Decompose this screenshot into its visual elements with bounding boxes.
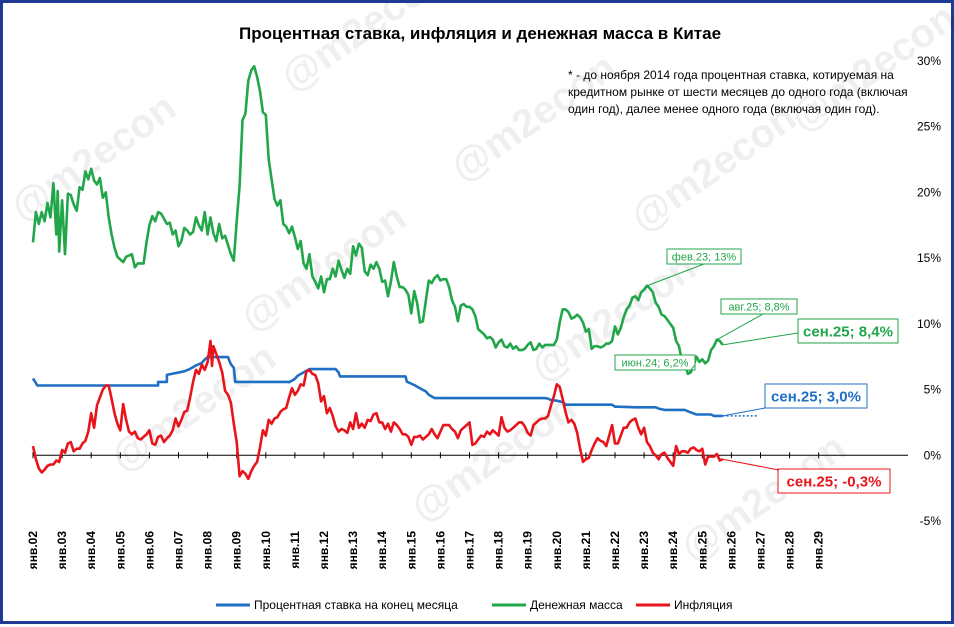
x-tick-label: янв.23 xyxy=(637,531,651,570)
x-tick-label: янв.15 xyxy=(404,531,418,570)
m2-sep25-label: сен.25; 8,4% xyxy=(803,323,893,340)
y-tick-label: 5% xyxy=(924,383,942,397)
x-tick-label: янв.07 xyxy=(172,531,186,570)
x-tick-label: янв.18 xyxy=(492,531,506,570)
y-tick-label: 15% xyxy=(917,251,941,265)
series-group xyxy=(31,65,758,481)
x-tick-label: янв.16 xyxy=(433,531,447,570)
annotations: фев.23; 13% авг.25; 8,8% июн.24; 6,2% сен.2… xyxy=(614,248,899,494)
x-tick-label: янв.03 xyxy=(55,531,69,570)
watermark-text: @m2econ xyxy=(623,95,804,240)
note-line: один год), далее менее одного года (вклю… xyxy=(568,102,879,116)
x-tick-label: янв.27 xyxy=(754,531,768,570)
m2-sep25-box xyxy=(797,318,899,344)
x-tick-label: янв.14 xyxy=(375,531,389,570)
x-tick-label: янв.04 xyxy=(84,531,98,570)
x-tick-label: янв.17 xyxy=(463,531,477,570)
rate-sep25-box xyxy=(764,383,868,409)
rate-sep25-label: сен.25; 3,0% xyxy=(771,388,861,405)
m2-aug25-label: авг.25; 8,8% xyxy=(728,301,789,313)
y-tick-label: 20% xyxy=(917,185,941,199)
cpi-line xyxy=(31,339,724,481)
cpi-sep25-leader xyxy=(722,458,780,471)
x-tick-label: янв.10 xyxy=(259,531,273,570)
y-tick-label: -5% xyxy=(920,514,942,528)
legend-label-m2: Денежная масса xyxy=(530,598,623,612)
legend-label-rate: Процентная ставка на конец месяца xyxy=(254,598,458,612)
m2-line xyxy=(31,65,724,376)
legend: Процентная ставка на конец месяца Денежна… xyxy=(216,598,732,612)
watermark-text: @m2econ xyxy=(273,3,454,100)
x-tick-label: янв.29 xyxy=(812,531,826,570)
y-tick-label: 25% xyxy=(917,120,941,134)
chart-note: * - до ноября 2014 года процентная ставк… xyxy=(568,68,908,116)
legend-label-cpi: Инфляция xyxy=(674,598,732,612)
m2-aug25-leader xyxy=(716,313,764,341)
x-tick-label: янв.05 xyxy=(113,531,127,570)
watermark-text: @m2econ xyxy=(3,85,184,230)
y-tick-label: 10% xyxy=(917,317,941,331)
m2-feb23-label: фев.23; 13% xyxy=(672,251,737,263)
cpi-sep25-label: сен.25; -0,3% xyxy=(787,473,882,490)
m2-jun24-box xyxy=(614,354,696,371)
x-tick-label: янв.19 xyxy=(521,531,535,570)
note-line: кредитном рынке от шести месяцев до одно… xyxy=(568,85,908,99)
chart-svg: @m2econ@m2econ@m2econ@m2econ@m2econ@m2ec… xyxy=(3,3,954,612)
x-tick-label: янв.11 xyxy=(288,531,302,569)
x-tick-label: янв.28 xyxy=(783,531,797,570)
x-tick-label: янв.13 xyxy=(346,531,360,570)
x-tick-label: янв.22 xyxy=(608,531,622,570)
watermark-text: @m2econ xyxy=(443,45,624,190)
m2-aug25-box xyxy=(720,298,798,315)
m2-feb23-leader xyxy=(646,263,705,287)
x-axis: янв.02 янв.03 янв.04 янв.05 янв.06 янв.07 янв.… xyxy=(26,452,826,569)
x-tick-label: янв.02 xyxy=(26,531,40,570)
x-tick-label: янв.12 xyxy=(317,531,331,570)
m2-sep25-leader xyxy=(722,332,799,346)
rate-sep25-leader xyxy=(722,407,766,417)
x-tick-label: янв.20 xyxy=(550,531,564,570)
x-tick-label: янв.24 xyxy=(666,531,680,570)
m2-jun24-leader xyxy=(687,364,696,375)
y-tick-label: 30% xyxy=(917,54,941,68)
x-tick-label: янв.08 xyxy=(201,531,215,570)
x-tick-label: янв.21 xyxy=(579,531,593,570)
x-tick-label: янв.26 xyxy=(724,531,738,570)
rate-line xyxy=(31,355,723,418)
watermark-text: @m2econ xyxy=(233,195,414,340)
x-tick-label: янв.25 xyxy=(695,531,709,570)
x-tick-label: янв.06 xyxy=(142,531,156,570)
cpi-sep25-box xyxy=(777,468,891,494)
y-tick-label: 0% xyxy=(924,448,942,462)
m2-jun24-label: июн.24; 6,2% xyxy=(622,357,689,369)
y-axis: -5% 0% 5% 10% 15% 20% 25% 30% xyxy=(917,54,941,528)
x-tick-label: янв.09 xyxy=(230,531,244,570)
chart-title: Процентная ставка, инфляция и денежная м… xyxy=(239,24,721,43)
note-line: * - до ноября 2014 года процентная ставк… xyxy=(568,68,894,82)
